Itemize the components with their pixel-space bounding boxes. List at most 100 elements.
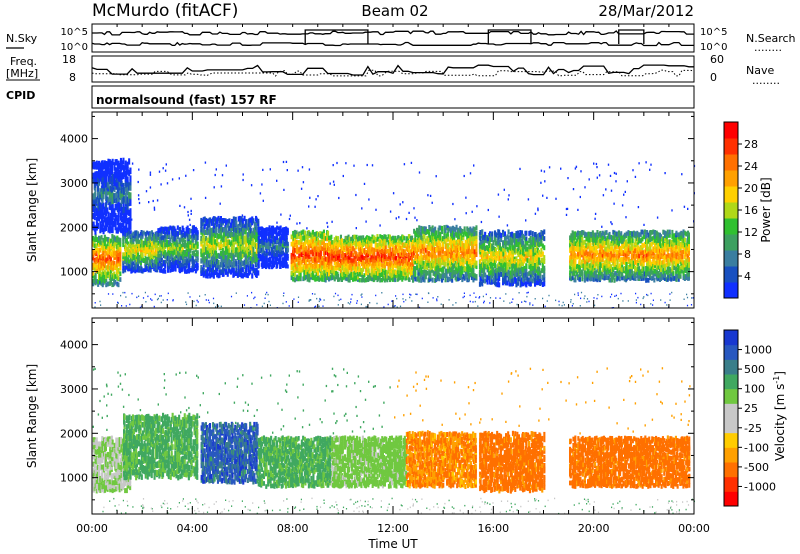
echo-cell — [212, 236, 215, 242]
echo-cell — [298, 234, 301, 239]
echo-cell — [484, 237, 487, 243]
echo-cell — [439, 225, 442, 231]
echo-cell — [439, 245, 442, 251]
echo-cell — [119, 252, 122, 257]
echo-cell — [99, 247, 102, 253]
echo-cell — [392, 247, 395, 252]
echo-cell — [311, 257, 314, 262]
echo-cell — [168, 242, 171, 247]
echo-cell — [449, 258, 452, 264]
echo-cell — [159, 268, 162, 273]
echo-cell — [620, 292, 622, 295]
echo-cell — [122, 265, 125, 270]
echo-cell — [279, 264, 282, 269]
echo-cell — [472, 226, 475, 232]
echo-cell — [352, 253, 355, 258]
echo-cell — [209, 227, 212, 233]
echo-cell — [125, 296, 127, 298]
echo-cell — [170, 267, 173, 272]
echo-cell — [240, 222, 243, 228]
echo-cell — [374, 258, 377, 263]
cpid-text: normalsound (fast) 157 RF — [96, 93, 277, 107]
echo-cell — [206, 259, 209, 265]
echo-cell — [387, 234, 390, 239]
echo-cell — [310, 262, 313, 268]
echo-cell — [169, 252, 172, 257]
echo-cell — [534, 298, 536, 300]
echo-cell — [310, 275, 313, 280]
echo-cell — [355, 268, 358, 273]
echo-cell — [381, 251, 384, 256]
echo-cell — [99, 175, 102, 182]
echo-cell — [274, 260, 277, 265]
echo-cell — [318, 300, 320, 303]
echo-cell — [384, 249, 387, 255]
echo-cell — [195, 304, 197, 307]
echo-cell — [142, 257, 145, 262]
echo-cell — [94, 306, 96, 308]
echo-cell — [93, 257, 96, 263]
echo-cell — [368, 236, 371, 242]
echo-cell — [122, 269, 125, 274]
echo-cell — [248, 227, 251, 233]
echo-cell — [255, 243, 258, 249]
echo-cell — [435, 258, 438, 264]
echo-cell — [315, 255, 318, 261]
echo-cell — [94, 234, 97, 240]
echo-cell — [310, 256, 313, 262]
echo-cell — [200, 235, 203, 242]
echo-cell — [475, 260, 478, 266]
echo-cell — [125, 207, 128, 214]
echo-cell — [99, 300, 101, 303]
echo-cell — [100, 278, 103, 284]
echo-cell — [125, 181, 128, 188]
echo-cell — [280, 244, 283, 249]
echo-cell — [418, 267, 421, 273]
echo-cell — [132, 247, 135, 252]
echo-cell — [292, 245, 295, 250]
echo-cell — [444, 268, 447, 274]
echo-cell — [128, 233, 131, 238]
echo-cell — [98, 235, 101, 241]
echo-cell — [144, 245, 147, 250]
echo-cell — [188, 258, 191, 263]
echo-cell — [341, 257, 344, 262]
echo-cell — [225, 249, 228, 255]
echo-cell — [251, 255, 254, 261]
echo-cell — [341, 275, 344, 281]
echo-cell — [188, 252, 191, 257]
echo-cell — [314, 306, 316, 308]
echo-cell — [523, 251, 526, 257]
echo-cell — [394, 248, 397, 253]
echo-cell — [188, 265, 191, 271]
echo-cell — [544, 305, 546, 308]
echo-cell — [125, 305, 127, 307]
echo-cell — [515, 272, 518, 278]
echo-cell — [172, 299, 174, 302]
echo-cell — [286, 247, 289, 252]
echo-cell — [328, 258, 331, 263]
echo-cell — [117, 252, 120, 257]
echo-cell — [94, 162, 97, 169]
echo-cell — [107, 266, 110, 272]
echo-cell — [453, 263, 456, 269]
echo-cell — [303, 230, 306, 236]
echo-cell — [486, 259, 489, 265]
echo-cell — [506, 240, 509, 246]
echo-cell — [405, 275, 408, 281]
echo-cell — [159, 232, 162, 237]
echo-cell — [212, 222, 215, 228]
echo-cell — [243, 226, 246, 233]
echo-cell — [473, 241, 476, 246]
echo-cell — [340, 238, 343, 243]
echo-cell — [156, 238, 159, 243]
echo-cell — [371, 257, 374, 263]
echo-cell — [335, 247, 338, 252]
echo-cell — [103, 225, 106, 232]
echo-cell — [119, 256, 122, 262]
echo-cell — [262, 248, 265, 253]
echo-cell — [360, 247, 363, 252]
echo-cell — [463, 229, 466, 235]
echo-cell — [105, 282, 108, 288]
echo-cell — [492, 267, 495, 273]
